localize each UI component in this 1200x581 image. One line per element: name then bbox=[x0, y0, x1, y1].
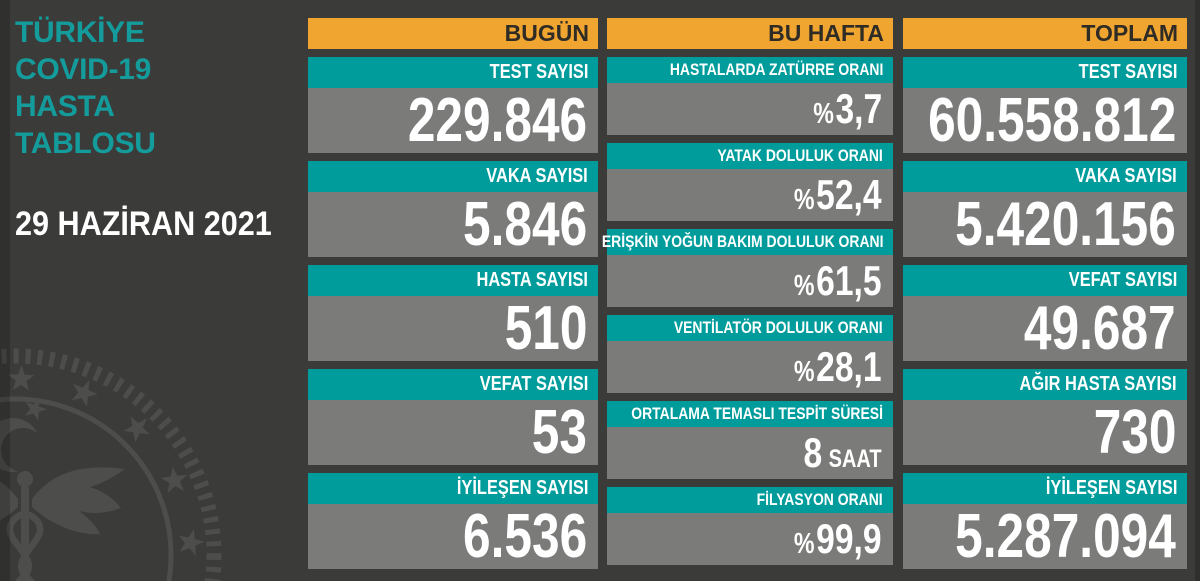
stat-card: AĞIR HASTA SAYISI 730 bbox=[903, 369, 1187, 465]
stat-card: ERİŞKİN YOĞUN BAKIM DOLULUK ORANI % 61,5 bbox=[601, 229, 893, 307]
stat-card: TEST SAYISI 229.846 bbox=[308, 57, 598, 153]
stat-label: TEST SAYISI bbox=[308, 57, 598, 88]
stat-card: TEST SAYISI 60.558.812 bbox=[903, 57, 1187, 153]
title-line: COVID-19 bbox=[15, 53, 151, 86]
column-bu-hafta: BU HAFTA HASTALARDA ZATÜRRE ORANI % 3,7 Y… bbox=[601, 18, 893, 565]
stat-card: HASTA SAYISI 510 bbox=[308, 265, 598, 361]
title-line: HASTA bbox=[15, 90, 115, 123]
stat-value: % 3,7 bbox=[607, 83, 893, 135]
percent-sign: % bbox=[794, 270, 815, 302]
percent-sign: % bbox=[794, 356, 815, 388]
stat-value: % 99,9 bbox=[607, 513, 893, 565]
stat-label: ERİŞKİN YOĞUN BAKIM DOLULUK ORANI bbox=[601, 229, 893, 255]
percent-sign: % bbox=[794, 184, 815, 216]
stat-value: 8 SAAT bbox=[607, 427, 893, 479]
column-header-label: TOPLAM bbox=[1081, 20, 1178, 46]
stat-value: % 61,5 bbox=[607, 255, 893, 307]
stat-label: VEFAT SAYISI bbox=[903, 265, 1187, 296]
stat-label: VAKA SAYISI bbox=[308, 161, 598, 192]
column-header-label: BUGÜN bbox=[504, 20, 589, 46]
stat-label: ORTALAMA TEMASLI TESPİT SÜRESİ bbox=[607, 401, 893, 427]
stat-label: İYİLEŞEN SAYISI bbox=[903, 473, 1187, 504]
report-date: 29 HAZİRAN 2021 bbox=[15, 205, 272, 243]
stat-label: VENTİLATÖR DOLULUK ORANI bbox=[607, 315, 893, 341]
stat-card: İYİLEŞEN SAYISI 5.287.094 bbox=[903, 473, 1187, 569]
stat-value: 510 bbox=[308, 296, 598, 361]
stat-value: 730 bbox=[903, 400, 1187, 465]
stat-label: YATAK DOLULUK ORANI bbox=[607, 143, 893, 169]
title-line: TABLOSU bbox=[15, 127, 156, 160]
column-bugun: BUGÜN TEST SAYISI 229.846 VAKA SAYISI 5.… bbox=[308, 18, 598, 569]
stat-card: FİLYASYON ORANI % 99,9 bbox=[607, 487, 893, 565]
right-edge-shadow bbox=[1195, 0, 1200, 581]
column-header-bugun: BUGÜN bbox=[308, 18, 598, 49]
stat-label: TEST SAYISI bbox=[903, 57, 1187, 88]
left-edge-shadow bbox=[0, 0, 10, 581]
stat-value: 53 bbox=[308, 400, 598, 465]
stat-label: HASTALARDA ZATÜRRE ORANI bbox=[607, 57, 893, 83]
column-header-label: BU HAFTA bbox=[768, 20, 884, 46]
column-toplam: TOPLAM TEST SAYISI 60.558.812 VAKA SAYIS… bbox=[903, 18, 1187, 569]
stat-card: ORTALAMA TEMASLI TESPİT SÜRESİ 8 SAAT bbox=[607, 401, 893, 479]
percent-sign: % bbox=[794, 528, 815, 560]
stat-card: VEFAT SAYISI 49.687 bbox=[903, 265, 1187, 361]
column-header-toplam: TOPLAM bbox=[903, 18, 1187, 49]
stat-value: 6.536 bbox=[308, 504, 598, 569]
unit-label: SAAT bbox=[829, 445, 882, 473]
column-header-bu-hafta: BU HAFTA bbox=[607, 18, 893, 49]
stat-value: 5.287.094 bbox=[903, 504, 1187, 569]
stat-card: VENTİLATÖR DOLULUK ORANI % 28,1 bbox=[607, 315, 893, 393]
stat-label: VEFAT SAYISI bbox=[308, 369, 598, 400]
stat-label: AĞIR HASTA SAYISI bbox=[903, 369, 1187, 400]
stat-value: % 28,1 bbox=[607, 341, 893, 393]
stat-label: HASTA SAYISI bbox=[308, 265, 598, 296]
stat-label: İYİLEŞEN SAYISI bbox=[308, 473, 598, 504]
dashboard-title: TÜRKİYE COVID-19 HASTA TABLOSU bbox=[15, 14, 156, 162]
stat-card: HASTALARDA ZATÜRRE ORANI % 3,7 bbox=[607, 57, 893, 135]
stat-card: VAKA SAYISI 5.420.156 bbox=[903, 161, 1187, 257]
stat-label: FİLYASYON ORANI bbox=[607, 487, 893, 513]
stat-card: İYİLEŞEN SAYISI 6.536 bbox=[308, 473, 598, 569]
stat-value: 60.558.812 bbox=[903, 88, 1187, 153]
stat-label: VAKA SAYISI bbox=[903, 161, 1187, 192]
stat-value: % 52,4 bbox=[607, 169, 893, 221]
stat-value: 49.687 bbox=[903, 296, 1187, 361]
ministry-of-health-seal-icon bbox=[0, 348, 222, 581]
title-line: TÜRKİYE bbox=[15, 16, 145, 49]
stat-value: 5.420.156 bbox=[903, 192, 1187, 257]
stat-card: VEFAT SAYISI 53 bbox=[308, 369, 598, 465]
stat-card: YATAK DOLULUK ORANI % 52,4 bbox=[607, 143, 893, 221]
stat-value: 5.846 bbox=[308, 192, 598, 257]
percent-sign: % bbox=[813, 98, 834, 130]
stat-value: 229.846 bbox=[308, 88, 598, 153]
stat-card: VAKA SAYISI 5.846 bbox=[308, 161, 598, 257]
